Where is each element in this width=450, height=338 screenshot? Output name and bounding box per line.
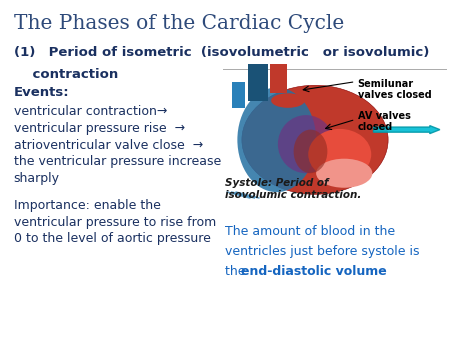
Bar (248, 60, 268, 100)
Text: end-diastolic volume: end-diastolic volume (241, 265, 387, 278)
Text: atrioventricular valve close  →: atrioventricular valve close → (14, 139, 203, 151)
Ellipse shape (278, 115, 334, 173)
Ellipse shape (293, 129, 328, 173)
Text: Importance: enable the
ventricular pressure to rise from
0 to the level of aorti: Importance: enable the ventricular press… (14, 199, 216, 245)
Ellipse shape (242, 85, 388, 194)
Ellipse shape (316, 159, 373, 188)
Text: Systole: Period of
isovolumic contraction.: Systole: Period of isovolumic contractio… (225, 177, 361, 200)
Text: The amount of blood in the: The amount of blood in the (225, 225, 395, 238)
Ellipse shape (271, 93, 305, 108)
Bar (232, 82, 245, 108)
Ellipse shape (238, 88, 316, 192)
Bar (270, 61, 287, 93)
Text: AV valves
closed: AV valves closed (358, 111, 410, 132)
Text: contraction: contraction (14, 68, 118, 80)
Text: ventricular contraction→: ventricular contraction→ (14, 105, 167, 118)
Text: Semilunar
valves closed: Semilunar valves closed (358, 79, 432, 100)
Text: ventricular pressure rise  →: ventricular pressure rise → (14, 122, 184, 135)
Text: ventricles just before systole is: ventricles just before systole is (225, 245, 419, 258)
FancyArrow shape (374, 126, 440, 134)
Ellipse shape (308, 129, 371, 180)
Text: (1) Period of isometric  (isovolumetric   or isovolumic): (1) Period of isometric (isovolumetric o… (14, 46, 429, 58)
Text: The Phases of the Cardiac Cycle: The Phases of the Cardiac Cycle (14, 14, 344, 32)
Text: the: the (225, 265, 249, 278)
Text: Events:: Events: (14, 86, 69, 99)
Text: the ventricular pressure increase
sharply: the ventricular pressure increase sharpl… (14, 155, 221, 185)
